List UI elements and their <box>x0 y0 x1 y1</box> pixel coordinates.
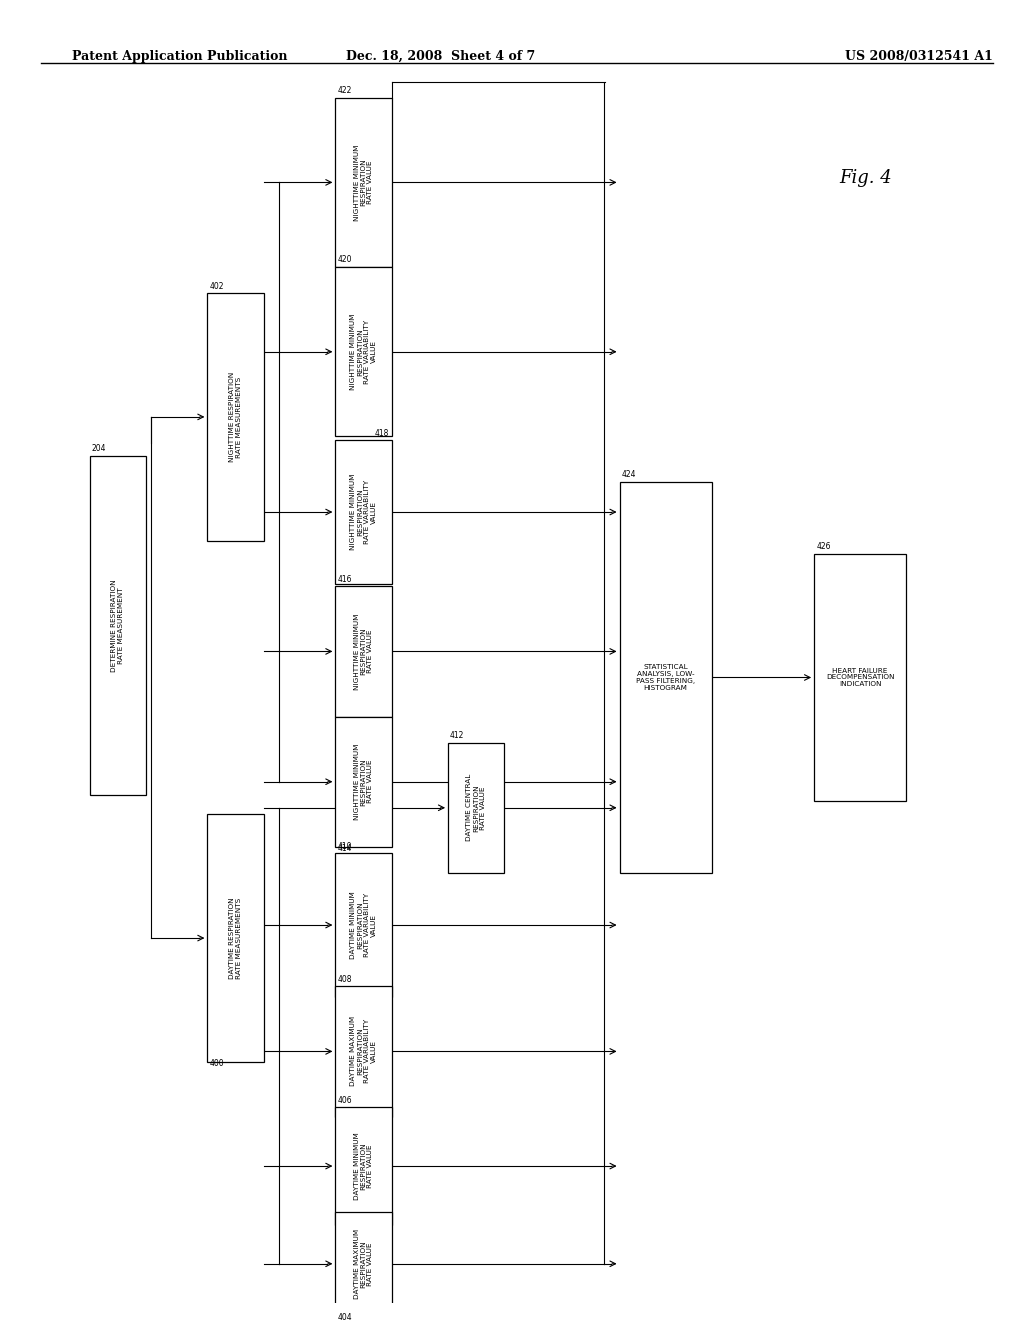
Text: 410: 410 <box>337 842 352 851</box>
Bar <box>335 98 391 267</box>
Bar <box>335 267 391 437</box>
Text: STATISTICAL
ANALYSIS, LOW-
PASS FILTERING,
HISTOGRAM: STATISTICAL ANALYSIS, LOW- PASS FILTERIN… <box>636 664 695 690</box>
Text: NIGHTTIME MINIMUM
RESPIRATION
RATE VARIABILITY
VALUE: NIGHTTIME MINIMUM RESPIRATION RATE VARIA… <box>350 474 377 550</box>
Text: Patent Application Publication: Patent Application Publication <box>72 50 287 62</box>
Text: 404: 404 <box>337 1313 352 1320</box>
Text: Fig. 4: Fig. 4 <box>840 169 893 187</box>
Bar <box>335 441 391 583</box>
Bar <box>207 293 264 541</box>
Text: NIGHTTIME MINIMUM
RESPIRATION
RATE VALUE: NIGHTTIME MINIMUM RESPIRATION RATE VALUE <box>353 743 374 820</box>
Text: 204: 204 <box>92 445 106 453</box>
Text: Dec. 18, 2008  Sheet 4 of 7: Dec. 18, 2008 Sheet 4 of 7 <box>346 50 535 62</box>
Bar <box>335 1107 391 1225</box>
Text: 414: 414 <box>337 845 352 853</box>
Text: 408: 408 <box>337 974 352 983</box>
Text: 400: 400 <box>210 1059 224 1068</box>
Text: NIGHTTIME RESPIRATION
RATE MEASUREMENTS: NIGHTTIME RESPIRATION RATE MEASUREMENTS <box>229 372 242 462</box>
Text: 412: 412 <box>451 731 465 741</box>
Text: 406: 406 <box>337 1096 352 1105</box>
Text: NIGHTTIME MINIMUM
RESPIRATION
RATE VALUE: NIGHTTIME MINIMUM RESPIRATION RATE VALUE <box>353 614 374 689</box>
Bar <box>335 853 391 997</box>
Text: DAYTIME MINIMUM
RESPIRATION
RATE VARIABILITY
VALUE: DAYTIME MINIMUM RESPIRATION RATE VARIABI… <box>350 891 377 958</box>
Text: 418: 418 <box>374 429 389 438</box>
Text: 402: 402 <box>210 281 224 290</box>
Text: HEART FAILURE
DECOMPENSATION
INDICATION: HEART FAILURE DECOMPENSATION INDICATION <box>826 668 894 688</box>
Bar <box>620 482 712 873</box>
Text: 422: 422 <box>337 86 352 95</box>
Text: DAYTIME MAXIMUM
RESPIRATION
RATE VALUE: DAYTIME MAXIMUM RESPIRATION RATE VALUE <box>353 1229 374 1299</box>
Text: DETERMINE RESPIRATION
RATE MEASUREMENT: DETERMINE RESPIRATION RATE MEASUREMENT <box>112 579 124 672</box>
Bar <box>449 743 504 873</box>
Bar <box>814 553 906 801</box>
Text: 424: 424 <box>622 470 636 479</box>
Bar <box>335 986 391 1117</box>
Text: DAYTIME RESPIRATION
RATE MEASUREMENTS: DAYTIME RESPIRATION RATE MEASUREMENTS <box>229 898 242 979</box>
Bar <box>335 1212 391 1316</box>
Text: DAYTIME MINIMUM
RESPIRATION
RATE VALUE: DAYTIME MINIMUM RESPIRATION RATE VALUE <box>353 1133 374 1200</box>
Bar <box>335 586 391 717</box>
Bar <box>207 814 264 1061</box>
Text: NIGHTTIME MINIMUM
RESPIRATION
RATE VARIABILITY
VALUE: NIGHTTIME MINIMUM RESPIRATION RATE VARIA… <box>350 314 377 389</box>
Text: 420: 420 <box>337 256 352 264</box>
Bar <box>90 455 146 795</box>
Bar <box>335 717 391 847</box>
Text: 426: 426 <box>816 543 830 552</box>
Text: 416: 416 <box>337 574 352 583</box>
Text: DAYTIME CENTRAL
RESPIRATION
RATE VALUE: DAYTIME CENTRAL RESPIRATION RATE VALUE <box>466 774 486 841</box>
Text: NIGHTTIME MINIMUM
RESPIRATION
RATE VALUE: NIGHTTIME MINIMUM RESPIRATION RATE VALUE <box>353 144 374 220</box>
Text: DAYTIME MAXIMUM
RESPIRATION
RATE VARIABILITY
VALUE: DAYTIME MAXIMUM RESPIRATION RATE VARIABI… <box>350 1016 377 1086</box>
Text: US 2008/0312541 A1: US 2008/0312541 A1 <box>846 50 993 62</box>
